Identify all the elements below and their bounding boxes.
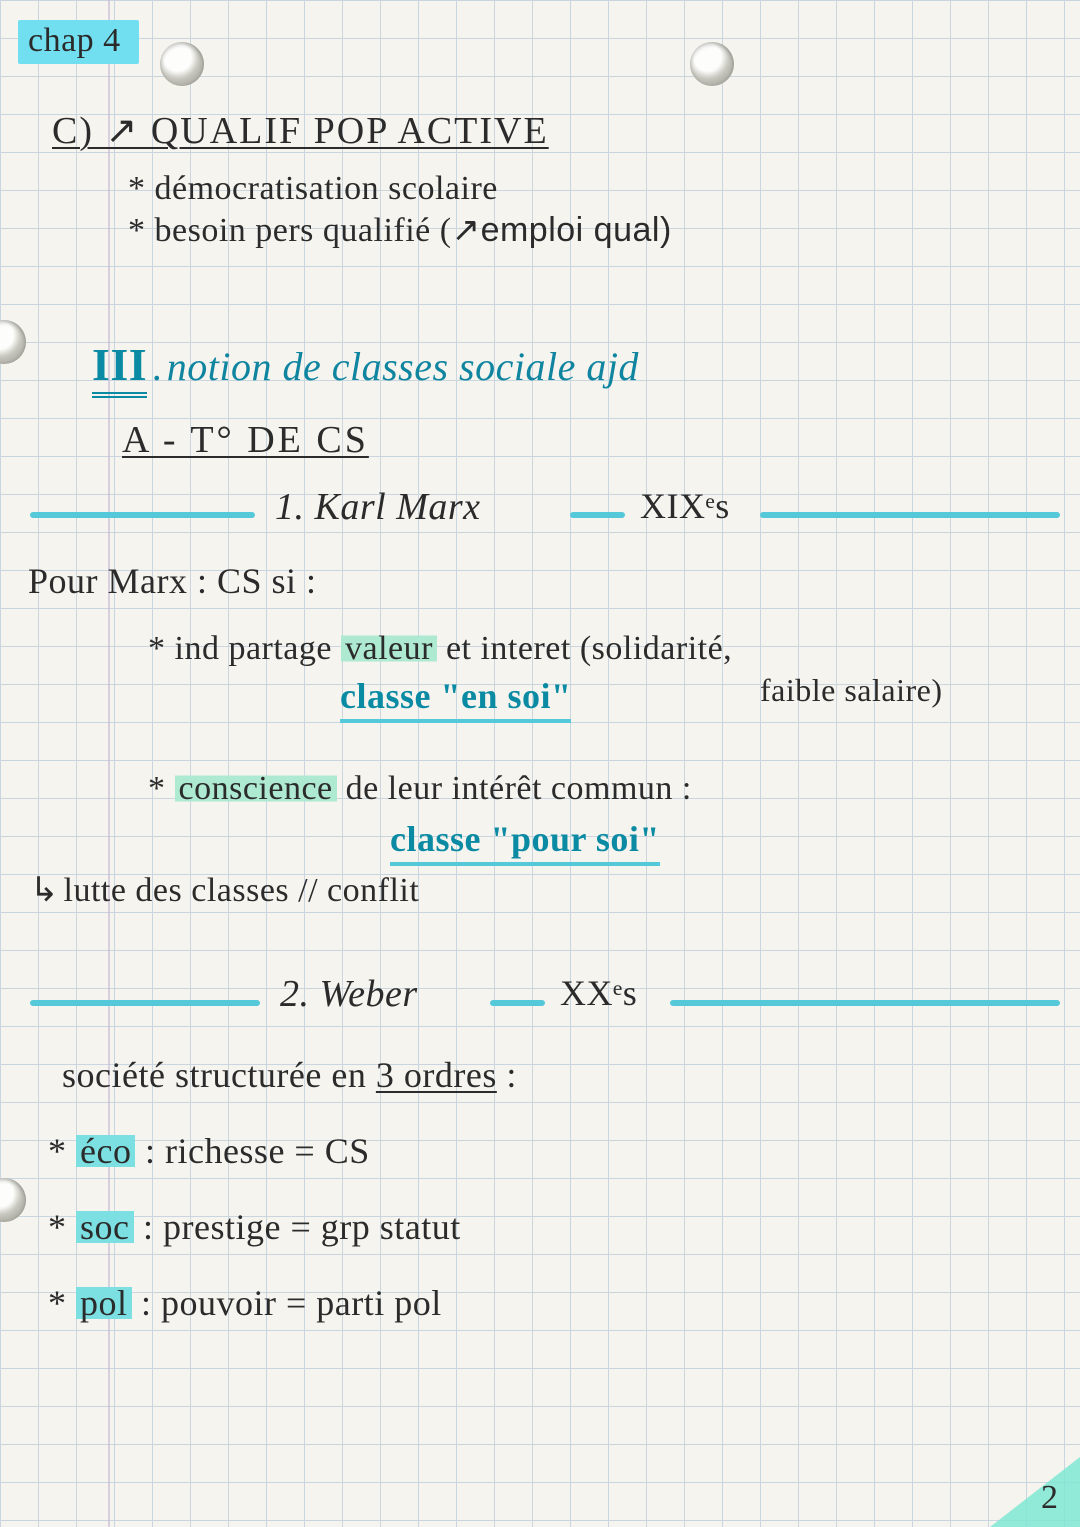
text: * ind partage — [148, 630, 341, 667]
text: * — [48, 1131, 76, 1171]
highlighted-text: valeur — [341, 630, 437, 667]
bullet-text: * éco : richesse = CS — [48, 1130, 370, 1172]
page-corner-fold — [990, 1457, 1080, 1527]
dot: . — [152, 344, 163, 389]
divider-rule — [760, 512, 1060, 518]
text-line: Pour Marx : CS si : — [28, 560, 317, 602]
section-title: notion de classes sociale ajd — [167, 344, 639, 389]
bullet-text: * ind partage valeur et interet (solidar… — [148, 630, 732, 668]
page-number: 2 — [1041, 1479, 1058, 1517]
text: * — [48, 1283, 76, 1323]
divider-rule — [30, 1000, 260, 1006]
text: faible salaire) — [760, 672, 943, 709]
text: société structurée en — [62, 1055, 376, 1095]
text: * — [48, 1207, 76, 1247]
arrow-icon: ↗emploi qual) — [452, 211, 672, 249]
bullet-text: * besoin pers qualifié (↗emploi qual) — [128, 210, 672, 250]
highlighted-text: pol — [76, 1283, 132, 1323]
divider-rule — [490, 1000, 545, 1006]
divider-rule — [670, 1000, 1060, 1006]
weber-era: XXᵉs — [560, 972, 637, 1014]
punch-hole — [0, 1178, 26, 1222]
bullet-text: * conscience de leur intérêt commun : — [148, 770, 692, 808]
text: : prestige = grp statut — [134, 1207, 461, 1247]
key-term: classe "en soi" — [340, 675, 571, 723]
text: de leur intérêt commun : — [337, 770, 692, 807]
divider-rule — [30, 512, 255, 518]
underlined-text: 3 ordres — [376, 1055, 497, 1095]
section-c-heading: C) ↗ QUALIF POP ACTIVE — [52, 108, 549, 153]
section-iii-heading: III . notion de classes sociale ajd — [92, 338, 639, 391]
punch-hole — [160, 42, 204, 86]
weber-heading: 2. Weber — [280, 972, 418, 1016]
subsection-a-heading: A - T° DE CS — [122, 418, 369, 462]
highlighted-text: conscience — [175, 770, 337, 807]
punch-hole — [690, 42, 734, 86]
text: * besoin pers qualifié ( — [128, 212, 452, 249]
arrow-line: ↳ lutte des classes // conflit — [30, 870, 419, 910]
arrow-icon: ↳ — [30, 872, 59, 909]
roman-numeral: III — [92, 339, 147, 398]
text: lutte des classes // conflit — [64, 872, 420, 909]
marx-era: XIXᵉs — [640, 485, 730, 527]
highlighted-text: soc — [76, 1207, 134, 1247]
bullet-text: * démocratisation scolaire — [128, 170, 498, 208]
divider-rule — [570, 512, 625, 518]
highlighted-text: éco — [76, 1131, 135, 1171]
bullet-text: * soc : prestige = grp statut — [48, 1206, 461, 1248]
text: : richesse = CS — [135, 1131, 369, 1171]
text: : — [497, 1055, 517, 1095]
text: * — [148, 770, 175, 807]
text: : pouvoir = parti pol — [132, 1283, 442, 1323]
key-term: classe "pour soi" — [390, 818, 660, 866]
text-line: société structurée en 3 ordres : — [62, 1054, 517, 1096]
text: et interet (solidarité, — [437, 630, 732, 667]
marx-heading: 1. Karl Marx — [275, 485, 481, 529]
punch-hole — [0, 320, 26, 364]
chapter-tag: chap 4 — [18, 20, 139, 64]
bullet-text: * pol : pouvoir = parti pol — [48, 1282, 442, 1324]
